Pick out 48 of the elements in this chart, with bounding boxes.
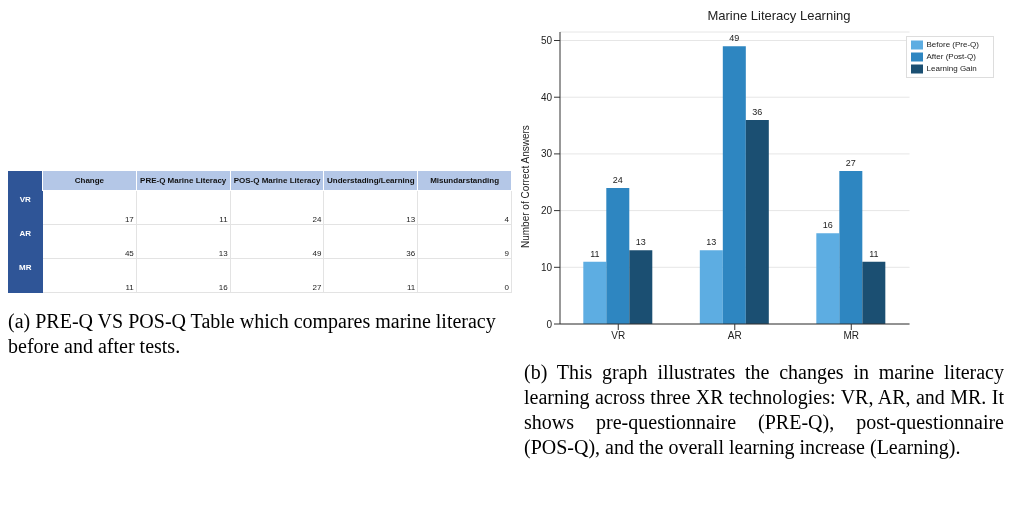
y-tick-label: 10 bbox=[540, 261, 553, 273]
legend-label: Before (Pre-Q) bbox=[926, 40, 979, 50]
table-header-cell: Misundarstanding bbox=[417, 170, 512, 191]
data-label: 49 bbox=[729, 33, 740, 44]
data-label: 4 bbox=[417, 190, 512, 225]
data-label: 27 bbox=[230, 258, 324, 293]
data-label: 11 bbox=[323, 258, 418, 293]
data-label: 36 bbox=[323, 224, 418, 259]
x-tick-label: AR bbox=[727, 330, 742, 342]
text: (a) PRE-Q VS POS-Q Table which compares marine literacy before and after tests. bbox=[8, 309, 497, 359]
x-tick-label: VR bbox=[611, 330, 626, 342]
data-label: 13 bbox=[635, 237, 646, 248]
data-label: 11 bbox=[42, 258, 137, 293]
data-label: 9 bbox=[417, 224, 512, 259]
data-label: 45 bbox=[42, 224, 137, 259]
table-header-cell: Understading/Learning bbox=[323, 170, 418, 191]
chart-title: Marine Literacy Learning bbox=[706, 8, 852, 25]
table-row-header-cell: AR bbox=[8, 224, 43, 259]
y-tick-label: 40 bbox=[540, 91, 553, 103]
text: (b) This graph illustrates the changes in marine literacy learning across three XR technologies: VR, AR, and MR. It shows pre-questionnaire (PRE-Q), post-questionnaire (POS-Q), and the overall learning increase (Learning). bbox=[524, 360, 1004, 460]
data-label: 24 bbox=[612, 174, 623, 185]
y-tick-label: 30 bbox=[540, 148, 553, 160]
y-tick-label: 20 bbox=[540, 205, 553, 217]
data-label: 11 bbox=[590, 248, 600, 259]
data-label: 16 bbox=[822, 220, 833, 231]
table-header-cell: Change bbox=[42, 170, 137, 191]
data-label: 36 bbox=[752, 106, 763, 117]
data-label: 17 bbox=[42, 190, 137, 225]
y-tick-label: 50 bbox=[540, 35, 553, 47]
table-header-cell: PRE-Q Marine Literacy bbox=[136, 170, 231, 191]
x-tick-label: MR bbox=[843, 330, 860, 342]
data-label: 49 bbox=[230, 224, 324, 259]
data-label: 16 bbox=[136, 258, 231, 293]
data-label: 13 bbox=[323, 190, 418, 225]
legend-label: Learning Gain bbox=[926, 64, 977, 74]
data-label: 27 bbox=[845, 157, 856, 168]
data-label: 13 bbox=[706, 237, 717, 248]
table-row-header-cell: VR bbox=[8, 190, 43, 225]
table-header-cell: POS-Q Marine Literacy bbox=[230, 170, 324, 191]
data-label: 11 bbox=[136, 190, 231, 225]
legend-label: After (Post-Q) bbox=[926, 52, 976, 62]
data-label: 11 bbox=[869, 248, 879, 259]
data-label: 0 bbox=[417, 258, 512, 293]
data-label: 13 bbox=[136, 224, 231, 259]
table-row-header-cell: MR bbox=[8, 258, 43, 293]
data-label: 24 bbox=[230, 190, 324, 225]
y-axis-title: Number of Correct Answers bbox=[519, 125, 531, 248]
y-tick-label: 0 bbox=[546, 318, 553, 330]
